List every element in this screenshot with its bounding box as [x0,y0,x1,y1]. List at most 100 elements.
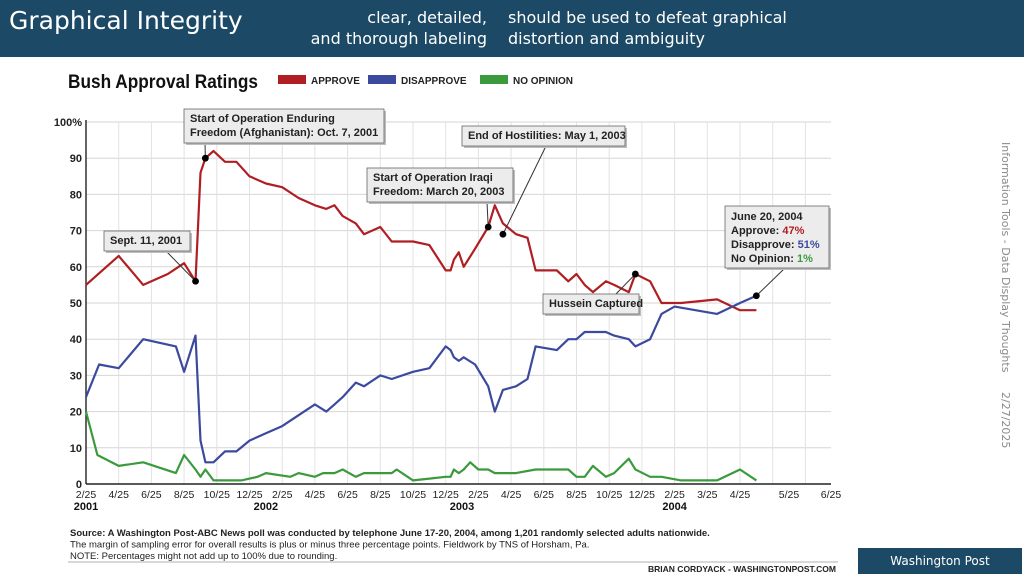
credit-label: Washington Post [858,548,1022,574]
latest-row-value: 51% [798,239,820,251]
y-tick-label: 30 [70,370,82,382]
callout-marker [201,154,209,162]
year-label: 2001 [74,501,98,513]
chart-title: Bush Approval Ratings [68,72,258,93]
latest-row: Disapprove: 51% [731,239,820,251]
caption-left-line2: and thorough labeling [310,29,487,48]
latest-leader [756,267,786,297]
chart-callouts: Sept. 11, 2001 Start of Operation Endurin… [103,108,643,316]
y-tick-label: 50 [70,298,82,310]
callout-leader [502,145,547,235]
byline: BRIAN CORDYACK - WASHINGTONPOST.COM [648,564,836,574]
series-line-no-opinion [84,411,758,482]
y-tick-label: 40 [70,334,82,346]
latest-row: No Opinion: 1% [731,253,813,265]
legend-label: NO OPINION [513,76,573,87]
latest-marker [752,292,760,300]
chart-notes: Source: A Washington Post-ABC News poll … [68,528,838,574]
callout-text: Start of Operation Enduring [190,113,335,125]
year-label: 2003 [450,501,474,513]
callout-leader [486,201,489,228]
x-tick-label: 10/25 [204,489,230,501]
latest-row-label: No Opinion: [731,253,797,265]
caption-right: should be used to defeat graphical disto… [508,7,828,49]
x-tick-label: 12/25 [433,489,459,501]
source-note: Source: A Washington Post-ABC News poll … [70,528,710,539]
callout-leader [615,273,636,295]
latest-row-label: Approve: [731,225,782,237]
year-label: 2002 [254,501,278,513]
y-tick-label: 10 [70,443,82,455]
x-tick-label: 6/25 [821,489,842,501]
latest-row-value: 47% [782,225,804,237]
caption-right-line1: should be used to defeat graphical [508,8,787,27]
callout-text: Hussein Captured [549,298,643,310]
callout-box [542,293,640,315]
x-tick-label: 2/25 [76,489,97,501]
latest-date: June 20, 2004 [731,211,803,223]
x-tick-label: 10/25 [596,489,622,501]
legend-swatch-approve [278,75,306,84]
callout-leader [165,250,196,282]
y-tick-label: 20 [70,407,82,419]
x-tick-label: 3/25 [697,489,718,501]
source-note: The margin of sampling error for overall… [70,540,589,551]
series-line-disapprove [84,294,757,464]
x-tick-label: 2/25 [272,489,293,501]
x-tick-label: 12/25 [629,489,655,501]
y-tick-label: 60 [70,262,82,274]
x-tick-label: 10/25 [400,489,426,501]
latest-row: Approve: 47% [731,225,805,237]
x-tick-label: 2/25 [664,489,685,501]
callout-text: Sept. 11, 2001 [110,235,182,247]
caption-left: clear, detailed, and thorough labeling [300,7,487,49]
x-tick-label: 2/25 [468,489,489,501]
callout-text: Freedom (Afghanistan): Oct. 7, 2001 [190,127,378,139]
y-tick-label: 0 [76,479,82,491]
callout-marker [192,277,199,285]
callout-text: End of Hostilities: May 1, 2003 [468,130,626,142]
latest-results-box: June 20, 2004 Approve: 47% Disapprove: 51%… [724,205,831,300]
x-tick-label: 6/25 [534,489,555,501]
x-tick-label: 4/25 [501,489,522,501]
latest-row-value: 1% [797,253,813,265]
x-tick-label: 5/25 [779,489,800,501]
legend-swatch-disapprove [368,75,396,84]
legend-label: APPROVE [311,76,360,87]
latest-box [724,205,830,269]
slide-header: Graphical Integrity clear, detailed, and… [0,0,1024,57]
caption-right-line2: distortion and ambiguity [508,29,705,48]
legend-swatch-no-opinion [480,75,508,84]
y-tick-label: 100% [54,117,82,129]
slide-title: Graphical Integrity [9,6,243,35]
side-date: 2/27/2025 [999,392,1012,449]
callout-marker [484,223,492,231]
callout-text: Freedom: March 20, 2003 [373,186,504,198]
side-note: Information Tools - Data Display Thought… [999,142,1012,373]
y-tick-label: 80 [70,189,82,201]
x-tick-label: 12/25 [236,489,262,501]
callout-box [366,167,514,203]
x-tick-label: 8/25 [174,489,195,501]
caption-left-line1: clear, detailed, [367,8,487,27]
callout-marker [631,270,639,278]
x-tick-label: 4/25 [305,489,326,501]
x-tick-label: 6/25 [141,489,162,501]
callout-box [461,125,626,147]
callout-text: Start of Operation Iraqi [373,172,493,184]
x-tick-label: 4/25 [730,489,751,501]
callout-box [183,108,385,144]
latest-row-label: Disapprove: [731,239,798,251]
y-tick-label: 70 [70,226,82,238]
x-tick-label: 8/25 [566,489,587,501]
callout-box [103,230,191,252]
chart-axes: 0 10 20 30 40 50 60 70 80 90 100% 2/25 4/25 6/25 8/25 1… [54,117,842,513]
series-line-approve [85,149,757,312]
source-note: NOTE: Percentages might not add up to 10… [70,551,337,562]
y-tick-label: 90 [70,153,82,165]
x-tick-label: 4/25 [108,489,129,501]
legend-label: DISAPPROVE [401,76,467,87]
chart-series [84,149,758,482]
year-label: 2004 [662,501,687,513]
